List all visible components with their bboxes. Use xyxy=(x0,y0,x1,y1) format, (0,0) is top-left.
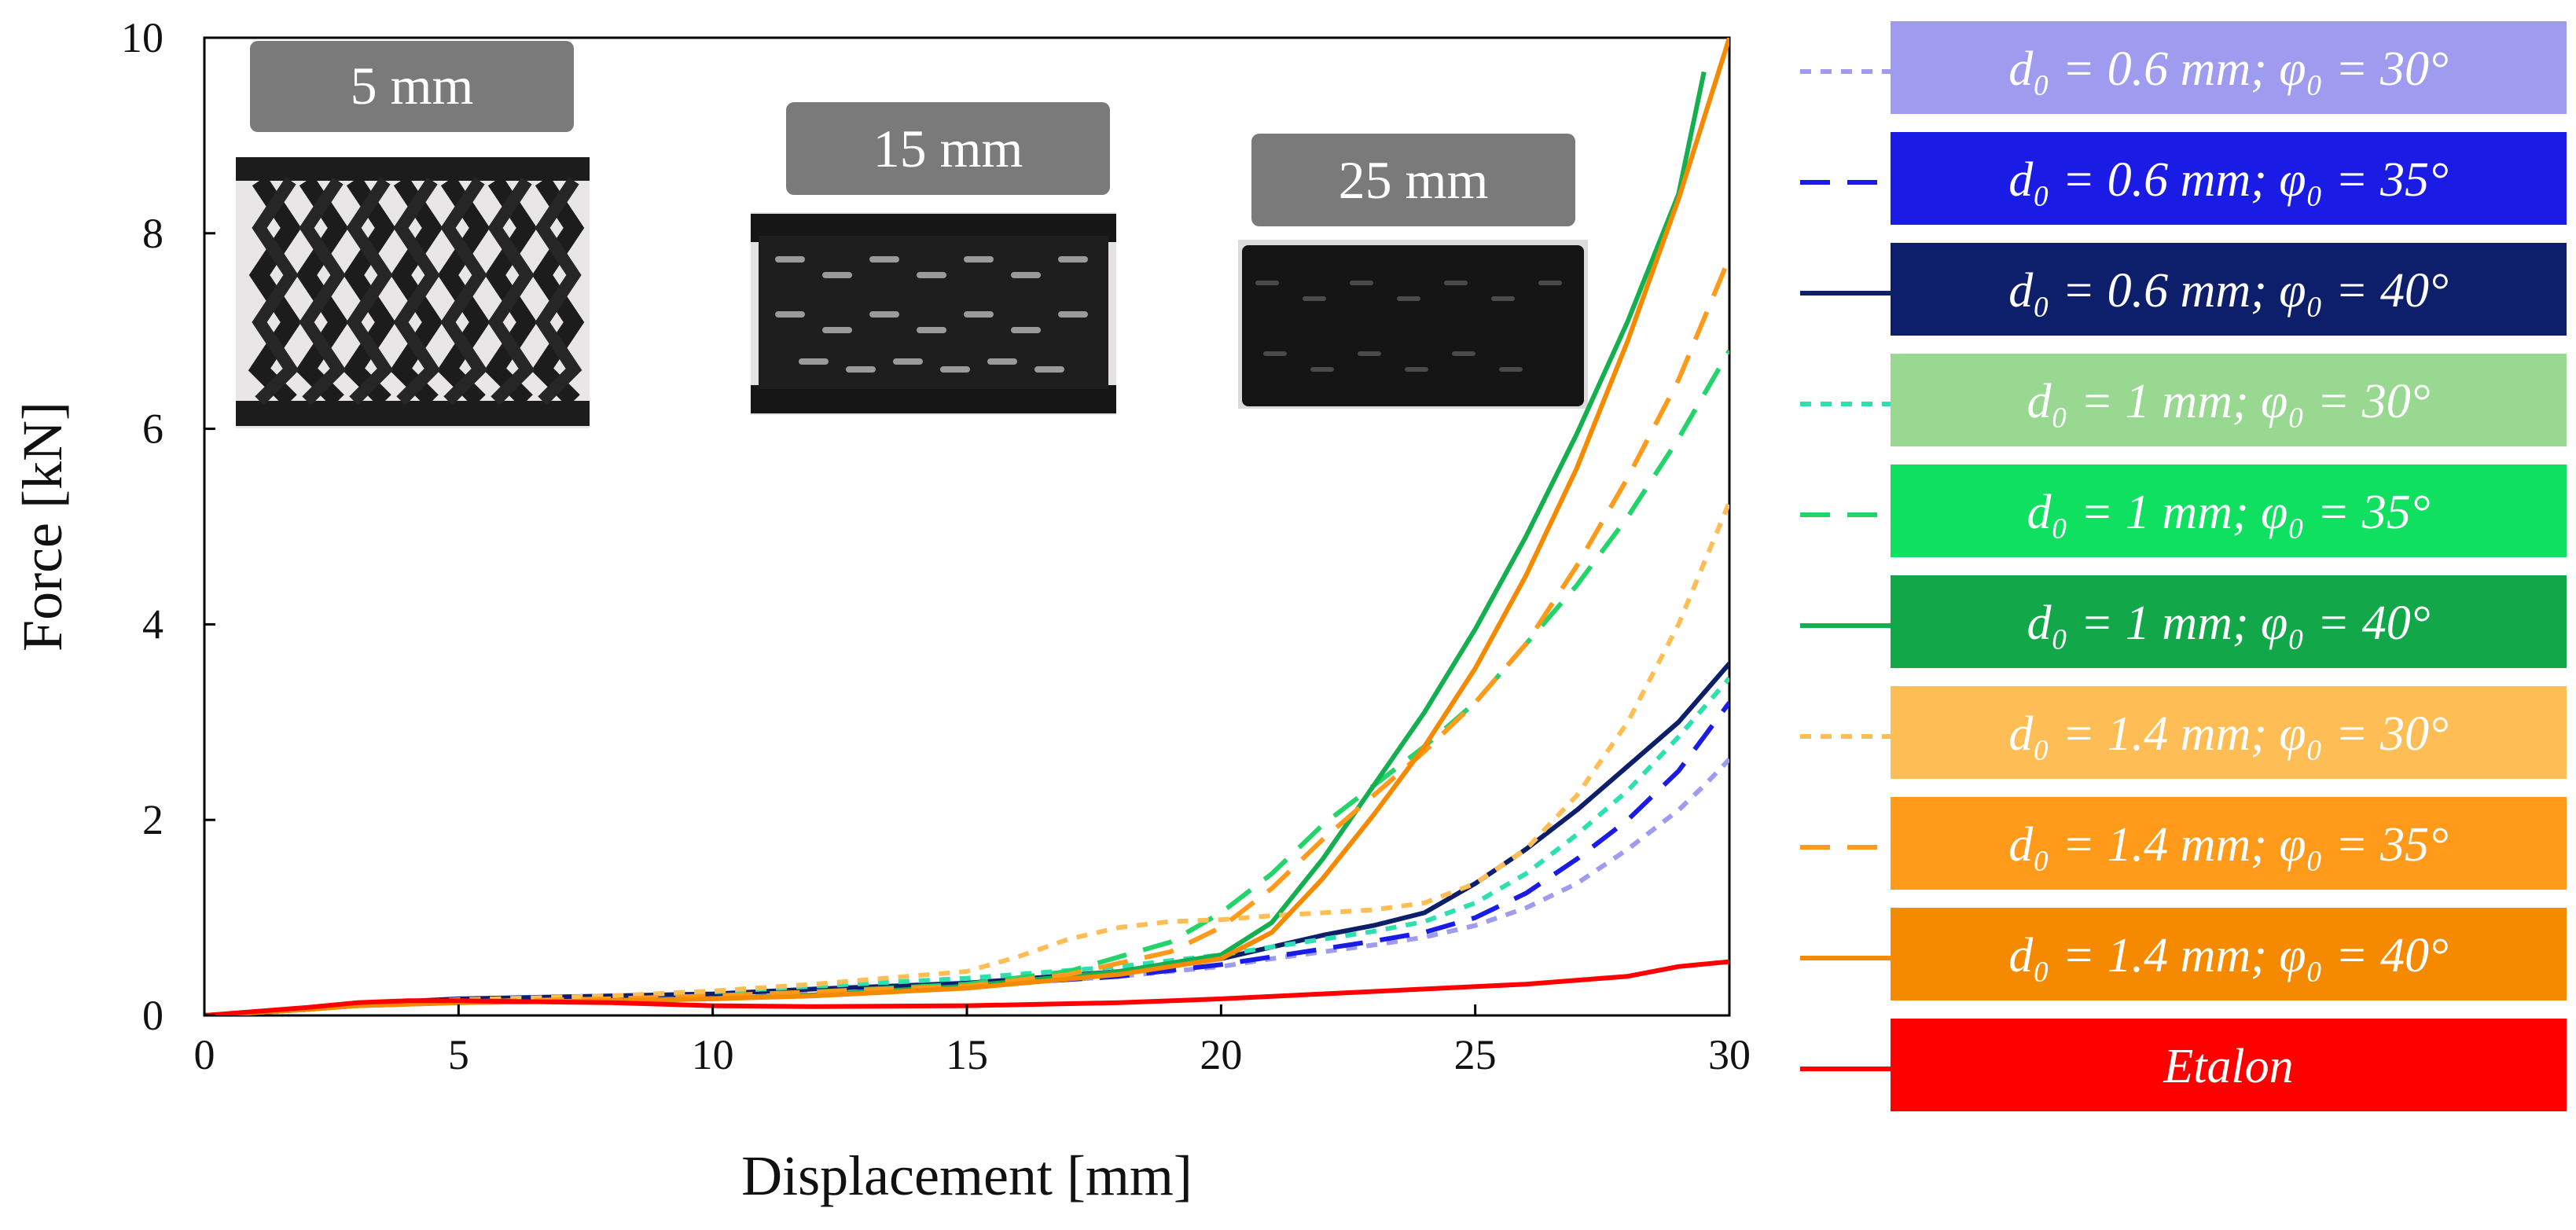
legend-box-0 xyxy=(1891,21,2567,114)
legend-box-4 xyxy=(1891,464,2567,557)
series-line-3 xyxy=(204,676,1729,1015)
y-tick-label-5: 10 xyxy=(121,14,164,61)
legend-label-0: d₀ = 0.6 mm; φ₀ = 30° xyxy=(2008,42,2449,96)
lattice-15mm xyxy=(751,214,1116,413)
lattice-25mm xyxy=(1242,245,1584,406)
legend-box-2 xyxy=(1891,243,2567,336)
photo-label-box-25mm xyxy=(1251,134,1575,226)
legend-box-5 xyxy=(1891,575,2567,668)
lattice-5mm xyxy=(236,157,590,426)
legend-label-3: d₀ = 1 mm; φ₀ = 30° xyxy=(2027,375,2430,428)
x-axis-title: Displacement [mm] xyxy=(741,1144,1192,1207)
legend: d₀ = 0.6 mm; φ₀ = 30° d₀ = 0.6 mm; φ₀ = 3… xyxy=(1800,21,2567,1111)
y-tick-label-1: 2 xyxy=(142,796,164,843)
x-tick-label-6: 30 xyxy=(1708,1031,1751,1078)
photo-insets: 5 mm 15 mm 25 mm xyxy=(236,41,1588,428)
photo-25mm: 25 mm xyxy=(1238,134,1588,409)
x-tick-label-3: 15 xyxy=(946,1031,988,1078)
legend-label-4: d₀ = 1 mm; φ₀ = 35° xyxy=(2027,486,2430,539)
y-tick-label-2: 4 xyxy=(142,600,164,648)
photo-5mm: 5 mm xyxy=(236,41,590,428)
legend-box-1 xyxy=(1891,132,2567,225)
legend-label-1: d₀ = 0.6 mm; φ₀ = 35° xyxy=(2008,153,2449,207)
photo-label-box-5mm xyxy=(250,41,574,132)
x-tick-label-0: 0 xyxy=(194,1031,215,1078)
photo-label-25mm: 25 mm xyxy=(1339,150,1489,210)
y-tick-label-0: 0 xyxy=(142,992,164,1039)
y-tick-label-4: 8 xyxy=(142,210,164,257)
legend-label-6: d₀ = 1.4 mm; φ₀ = 30° xyxy=(2008,707,2449,761)
legend-box-7 xyxy=(1891,797,2567,890)
x-tick-label-4: 20 xyxy=(1200,1031,1242,1078)
axis-ticks: 0 5 10 15 20 25 30 0 2 4 6 8 10 xyxy=(121,14,1751,1078)
photo-15mm: 15 mm xyxy=(751,102,1116,415)
legend-label-7: d₀ = 1.4 mm; φ₀ = 35° xyxy=(2008,818,2449,872)
legend-label-5: d₀ = 1 mm; φ₀ = 40° xyxy=(2027,597,2430,650)
legend-label-2: d₀ = 0.6 mm; φ₀ = 40° xyxy=(2008,264,2449,318)
legend-box-3 xyxy=(1891,354,2567,446)
series-line-9 xyxy=(204,959,1729,1015)
photo-label-box-15mm xyxy=(786,102,1110,195)
legend-box-8 xyxy=(1891,908,2567,1001)
y-axis-title: Force [kN] xyxy=(11,402,74,652)
x-tick-label-1: 5 xyxy=(448,1031,469,1078)
x-tick-label-2: 10 xyxy=(692,1031,734,1078)
series-line-8 xyxy=(204,38,1729,1015)
photo-label-15mm: 15 mm xyxy=(873,119,1023,178)
legend-box-9 xyxy=(1891,1019,2567,1111)
legend-label-9: Etalon xyxy=(2163,1040,2293,1093)
legend-box-6 xyxy=(1891,686,2567,779)
series-line-6 xyxy=(204,501,1729,1015)
legend-label-8: d₀ = 1.4 mm; φ₀ = 40° xyxy=(2008,929,2449,982)
x-tick-label-5: 25 xyxy=(1454,1031,1497,1078)
series-layer xyxy=(204,38,1729,1015)
y-tick-label-3: 6 xyxy=(142,406,164,453)
photo-label-5mm: 5 mm xyxy=(351,56,474,116)
